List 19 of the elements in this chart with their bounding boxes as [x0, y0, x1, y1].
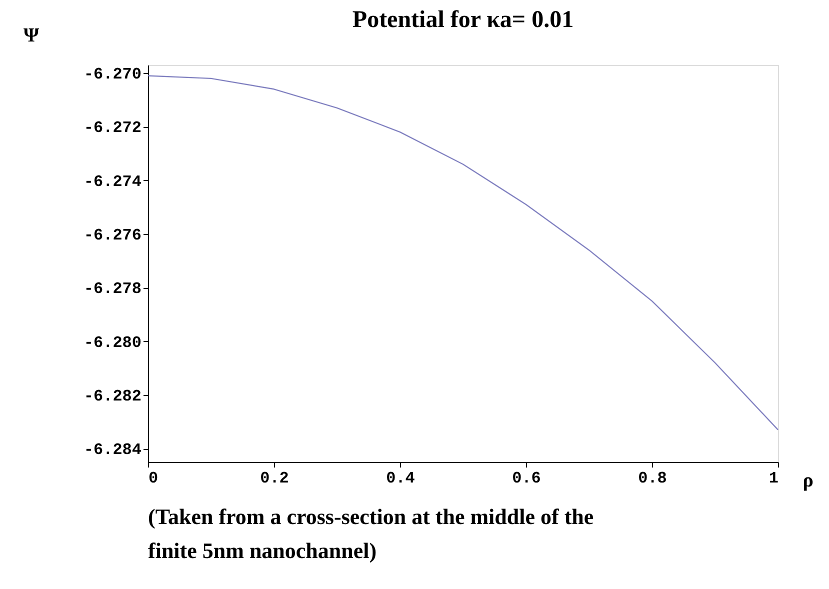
text: (Taken from a cross-section at the middle of the finite 5nm nanochannel)	[148, 504, 594, 563]
y-tick-label: -6.276	[84, 226, 142, 244]
x-tick-label: 0	[148, 470, 158, 488]
y-tick-label: -6.282	[84, 387, 142, 406]
y-tick-label: -6.284	[84, 441, 142, 460]
y-axis-title: Ψ	[24, 24, 40, 46]
x-axis-title: ρ	[802, 470, 814, 492]
y-tick-label: -6.280	[84, 334, 142, 352]
x-tick-label: 0.4	[386, 470, 416, 488]
y-tick-label: -6.278	[84, 280, 142, 298]
y-tick-label: -6.272	[84, 119, 142, 138]
line-series	[147, 75, 779, 430]
x-tick-label: 0.6	[512, 470, 541, 488]
x-tick-label: 0.2	[260, 470, 289, 488]
y-tick-label: -6.274	[84, 172, 142, 191]
x-tick-label: 1	[768, 470, 778, 488]
x-tick-label: 0.8	[638, 470, 667, 488]
y-tick-label: -6.270	[84, 66, 142, 84]
chart-title: Potential for κa= 0.01	[352, 7, 574, 33]
